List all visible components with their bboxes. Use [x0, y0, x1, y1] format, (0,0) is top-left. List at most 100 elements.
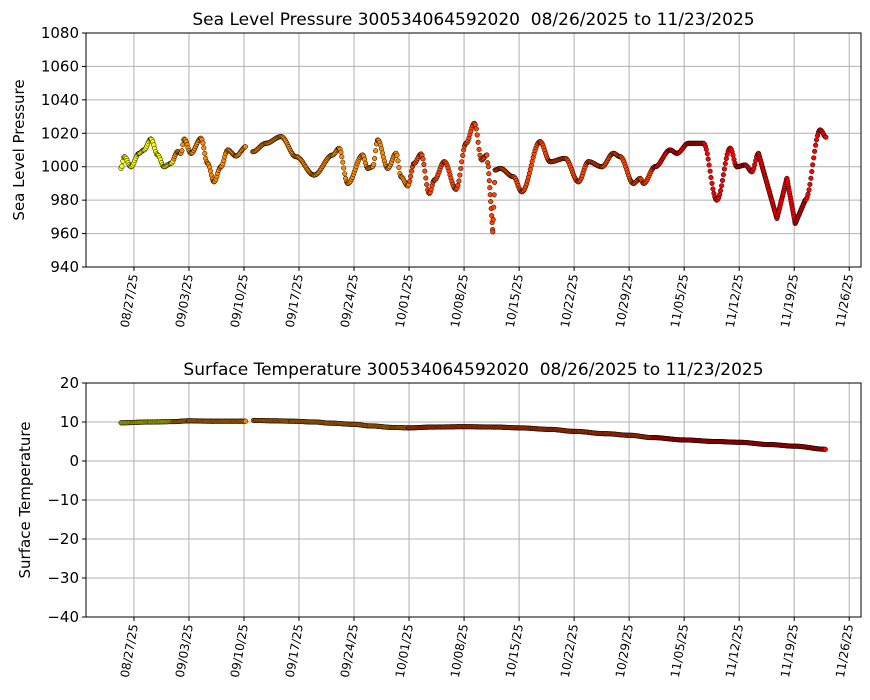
data-point [422, 168, 428, 174]
x-tick-label: 09/03/25 [173, 273, 196, 329]
data-point [723, 156, 729, 162]
x-tick-label: 11/26/25 [833, 623, 856, 679]
data-point [812, 148, 818, 154]
data-point [338, 149, 344, 155]
y-tick-label: 10 [60, 413, 79, 431]
data-point [806, 187, 812, 193]
x-tick-label: 10/08/25 [448, 623, 471, 679]
data-point [706, 162, 712, 168]
data-point [373, 148, 379, 154]
data-point [457, 172, 463, 178]
data-point [476, 146, 482, 152]
data-point [423, 175, 429, 181]
y-tick-label: 1080 [41, 24, 79, 42]
data-point [201, 145, 207, 151]
data-point [491, 204, 497, 210]
data-point [823, 134, 829, 140]
data-point [242, 144, 248, 150]
x-tick-label: 10/15/25 [503, 623, 526, 679]
data-point [378, 146, 385, 152]
pressure-chart: 08/27/25 09/03/25 09/10/25 09/17/25 09/24/25… [10, 10, 862, 329]
data-point [703, 146, 709, 152]
y-tick-label: 980 [50, 191, 79, 209]
x-tick-label: 11/12/25 [723, 623, 746, 679]
y-tick-label: 1040 [41, 91, 79, 109]
data-point [473, 126, 479, 132]
y-tick-label: 1020 [41, 124, 79, 142]
data-point [394, 152, 400, 158]
y-tick-label: −10 [47, 491, 79, 509]
data-point [718, 188, 724, 194]
data-point [407, 178, 413, 184]
y-axis-label: Sea Level Pressure [10, 79, 28, 220]
y-tick-label: 940 [50, 258, 79, 276]
data-point [475, 139, 481, 145]
data-point [460, 152, 466, 159]
data-point [710, 186, 716, 192]
data-point [721, 166, 727, 172]
y-tick-label: −20 [47, 530, 79, 548]
x-tick-label: 10/22/25 [558, 623, 581, 679]
data-point [491, 192, 497, 198]
data-point [490, 229, 496, 235]
x-tick-label: 09/24/25 [338, 273, 361, 329]
x-tick-label: 10/08/25 [448, 273, 471, 329]
x-tick-label: 09/10/25 [228, 273, 251, 329]
data-point [752, 162, 758, 168]
data-point [179, 148, 185, 154]
data-point [722, 161, 728, 167]
data-point [811, 155, 817, 161]
y-tick-label: −30 [47, 569, 79, 587]
x-tick-label: 10/22/25 [558, 273, 581, 329]
data-point [456, 178, 462, 184]
data-point [528, 162, 534, 168]
data-point [207, 168, 214, 174]
data-point [492, 179, 498, 185]
x-tick-label: 11/26/25 [833, 273, 856, 329]
data-point [472, 122, 478, 128]
data-point [424, 182, 430, 188]
data-point [409, 168, 415, 174]
x-tick-label: 11/05/25 [668, 273, 691, 329]
y-axis-label: Surface Temperature [16, 422, 34, 579]
data-point [340, 159, 346, 165]
axes-frame [85, 32, 862, 268]
data-point [342, 171, 348, 177]
x-tick-label: 11/19/25 [778, 623, 801, 679]
data-point [371, 161, 377, 168]
data-point [719, 177, 726, 183]
data-point [200, 140, 206, 146]
data-points [118, 120, 829, 235]
data-point [488, 199, 494, 205]
data-point [379, 150, 386, 156]
data-point [807, 181, 813, 187]
data-points [118, 417, 828, 452]
x-tick-label: 09/10/25 [228, 623, 251, 679]
data-point [339, 154, 345, 160]
data-point [341, 165, 347, 171]
x-tick-label: 10/01/25 [393, 273, 416, 329]
data-point [708, 174, 714, 181]
temperature-chart: 08/27/25 09/03/25 09/10/25 09/17/25 09/24/25… [16, 360, 862, 679]
x-tick-label: 11/12/25 [723, 273, 746, 329]
x-tick-label: 09/17/25 [283, 273, 306, 329]
x-tick-label: 08/27/25 [118, 273, 141, 329]
data-point [243, 418, 249, 424]
data-point [395, 158, 401, 164]
y-tick-label: 1060 [41, 57, 79, 75]
x-tick-label: 09/24/25 [338, 623, 361, 679]
data-point [730, 152, 736, 158]
data-point [486, 178, 492, 184]
data-point [396, 165, 402, 171]
data-point [458, 165, 464, 172]
x-tick-label: 10/29/25 [613, 623, 636, 679]
data-point [720, 172, 726, 178]
data-point [484, 152, 490, 158]
data-point [704, 151, 710, 157]
x-tick-label: 10/29/25 [613, 273, 636, 329]
x-tick-label: 11/05/25 [668, 623, 691, 679]
data-point [707, 168, 713, 174]
data-point [485, 164, 491, 170]
data-point [202, 150, 208, 156]
